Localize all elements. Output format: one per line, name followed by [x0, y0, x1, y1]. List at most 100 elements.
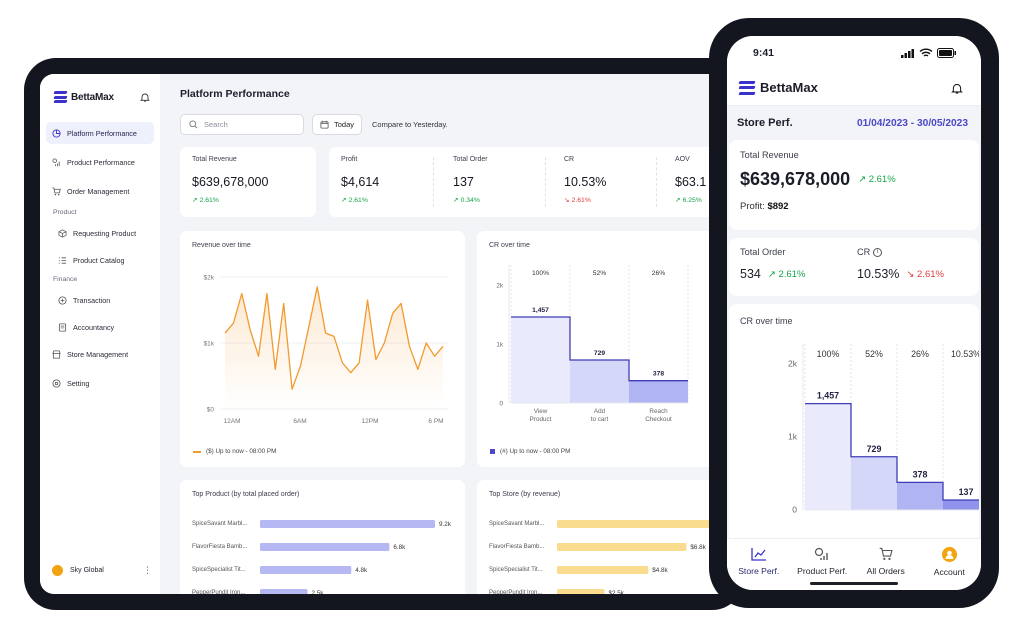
- sidebar-item-order-management[interactable]: Order Management: [46, 180, 154, 202]
- sidebar-item-requesting-product[interactable]: Requesting Product: [46, 222, 154, 244]
- funnel-outline: [805, 402, 979, 501]
- search-input[interactable]: Search: [180, 114, 304, 135]
- funnel-step: [805, 403, 851, 510]
- sidebar-item-product-performance[interactable]: Product Performance: [46, 151, 154, 173]
- toolbar: Search Today Compare to Yesterday.: [180, 114, 732, 135]
- brand: BettaMax: [40, 86, 160, 108]
- y-tick-label: 1k: [788, 432, 798, 442]
- bar-value-label: 2.5k: [312, 590, 325, 594]
- tab-product-perf[interactable]: Product Perf.: [791, 539, 855, 590]
- kpi-delta: ↗ 2.61%: [858, 174, 896, 185]
- revenue-line-chart: $0 $1k $2k 12AM 6AM 12PM 6 PM: [204, 275, 448, 425]
- kpi-delta-value: 2.61%: [778, 268, 806, 280]
- bettamax-logo-icon: [53, 91, 68, 103]
- sidebar-item-platform-performance[interactable]: Platform Performance: [46, 122, 154, 144]
- compare-label: Compare to Yesterday.: [372, 120, 448, 129]
- search-icon: [189, 120, 198, 129]
- x-tick-label: 12AM: [224, 418, 241, 425]
- bar: [557, 566, 649, 574]
- kpi-label: Total Order: [740, 247, 786, 257]
- chart-title: Top Store (by revenue): [489, 491, 561, 498]
- sidebar-item-label: Requesting Product: [73, 228, 137, 238]
- data-label: 729: [867, 444, 882, 454]
- bar-value-label: 9.2k: [439, 521, 452, 528]
- sidebar-item-transaction[interactable]: Transaction: [46, 289, 154, 311]
- chart-title: CR over time: [489, 242, 530, 249]
- tab-account[interactable]: Account: [918, 539, 982, 590]
- info-icon[interactable]: i: [872, 248, 882, 258]
- sidebar-item-label: Store Management: [67, 349, 129, 359]
- revenue-line: [224, 286, 444, 390]
- bar-value-label: $2.5k: [609, 590, 625, 594]
- user-profile[interactable]: Sky Global ⋮: [52, 565, 152, 576]
- bar-category-label: PepperPundit Iron...: [489, 590, 543, 594]
- box-icon: [58, 228, 67, 238]
- date-picker-button[interactable]: Today: [312, 114, 363, 135]
- x-tick-label: 12PM: [362, 418, 379, 425]
- funnel-step: [511, 317, 570, 403]
- percent-label: 100%: [817, 349, 840, 359]
- tablet-screen: BettaMax Platform Performance Product Pe…: [40, 74, 732, 594]
- kpi-label: Profit: [341, 156, 358, 163]
- kpi-value: $4,614: [341, 175, 380, 189]
- x-category-label: Checkout: [645, 416, 672, 423]
- bell-icon[interactable]: [951, 82, 963, 94]
- funnel-outline: [511, 316, 688, 382]
- kpi-delta: ↗ 2.61%: [768, 269, 806, 280]
- analytics-icon: [52, 157, 60, 166]
- kpi-delta-value: 2.61%: [868, 174, 896, 185]
- y-tick-label: 1k: [496, 342, 504, 349]
- date-button-label: Today: [334, 120, 355, 129]
- bar-category-label: SpiceSpecialist Tit...: [489, 567, 543, 573]
- sidebar: BettaMax Platform Performance Product Pe…: [40, 74, 160, 594]
- x-category-label: Product: [530, 416, 552, 423]
- top-store-bar-chart: SpiceSavant Marbl... FlavorFiesta Bamb...…: [489, 520, 727, 594]
- kpi-label: CR: [564, 156, 575, 163]
- user-name: Sky Global: [70, 567, 104, 574]
- bar-value-label: 4.8k: [355, 567, 368, 574]
- phone-order-cr-card: Total Order 534 ↗ 2.61% CR i 10.53% ↘ 2.…: [729, 238, 979, 296]
- kpi-delta: ↗ 2.61%: [192, 196, 268, 204]
- data-label: 378: [913, 469, 928, 479]
- signal-icon: [901, 48, 914, 58]
- arrow-up-icon: ↗: [341, 197, 347, 204]
- chart-legend: (#) Up to now - 08:00 PM: [490, 448, 570, 455]
- y-tick-label: 2k: [496, 283, 504, 290]
- bar: [260, 566, 352, 574]
- nav-section-product: Product: [53, 209, 77, 216]
- home-indicator: [810, 582, 898, 585]
- x-category-label: Reach: [649, 408, 668, 415]
- kpi-label-text: CR: [857, 247, 871, 257]
- kpi-label: CR i: [857, 247, 944, 258]
- gear-icon: [52, 378, 61, 388]
- data-label: 1,457: [817, 391, 839, 401]
- bar: [260, 543, 390, 551]
- tab-store-perf[interactable]: Store Perf.: [727, 539, 791, 590]
- tab-all-orders[interactable]: All Orders: [854, 539, 918, 590]
- percent-label: 52%: [593, 270, 606, 277]
- sidebar-item-product-catalog[interactable]: Product Catalog: [46, 249, 154, 271]
- sidebar-item-label: Product Catalog: [73, 255, 125, 265]
- kpi-value: 137: [453, 175, 474, 189]
- sidebar-item-store-management[interactable]: Store Management: [46, 343, 154, 365]
- bar-category-label: SpiceSavant Marbl...: [192, 521, 248, 527]
- avatar: [52, 565, 63, 576]
- bar: [557, 520, 727, 528]
- more-options-icon[interactable]: ⋮: [143, 565, 152, 575]
- chart-title: Revenue over time: [192, 242, 251, 249]
- sidebar-item-setting[interactable]: Setting: [46, 372, 154, 394]
- arrow-up-icon: ↗: [858, 174, 867, 185]
- main-content: Platform Performance Search Today Compar…: [160, 74, 732, 594]
- x-category-label: Add: [594, 408, 606, 415]
- sidebar-item-label: Order Management: [67, 186, 130, 196]
- sidebar-item-accountancy[interactable]: Accountancy: [46, 316, 154, 338]
- funnel-step: [851, 456, 897, 510]
- revenue-chart-card: Revenue over time $0 $1k $2k 12AM 6AM 12PM 6 P…: [180, 231, 465, 467]
- sidebar-item-label: Setting: [67, 378, 90, 388]
- pie-chart-icon: [52, 128, 61, 138]
- y-tick-label: 0: [499, 401, 503, 408]
- bell-icon[interactable]: [140, 92, 150, 102]
- date-range-picker[interactable]: 01/04/2023 - 30/05/2023: [856, 117, 968, 129]
- percent-label: 100%: [532, 270, 549, 277]
- kpi-delta-value: 2.61%: [199, 197, 219, 204]
